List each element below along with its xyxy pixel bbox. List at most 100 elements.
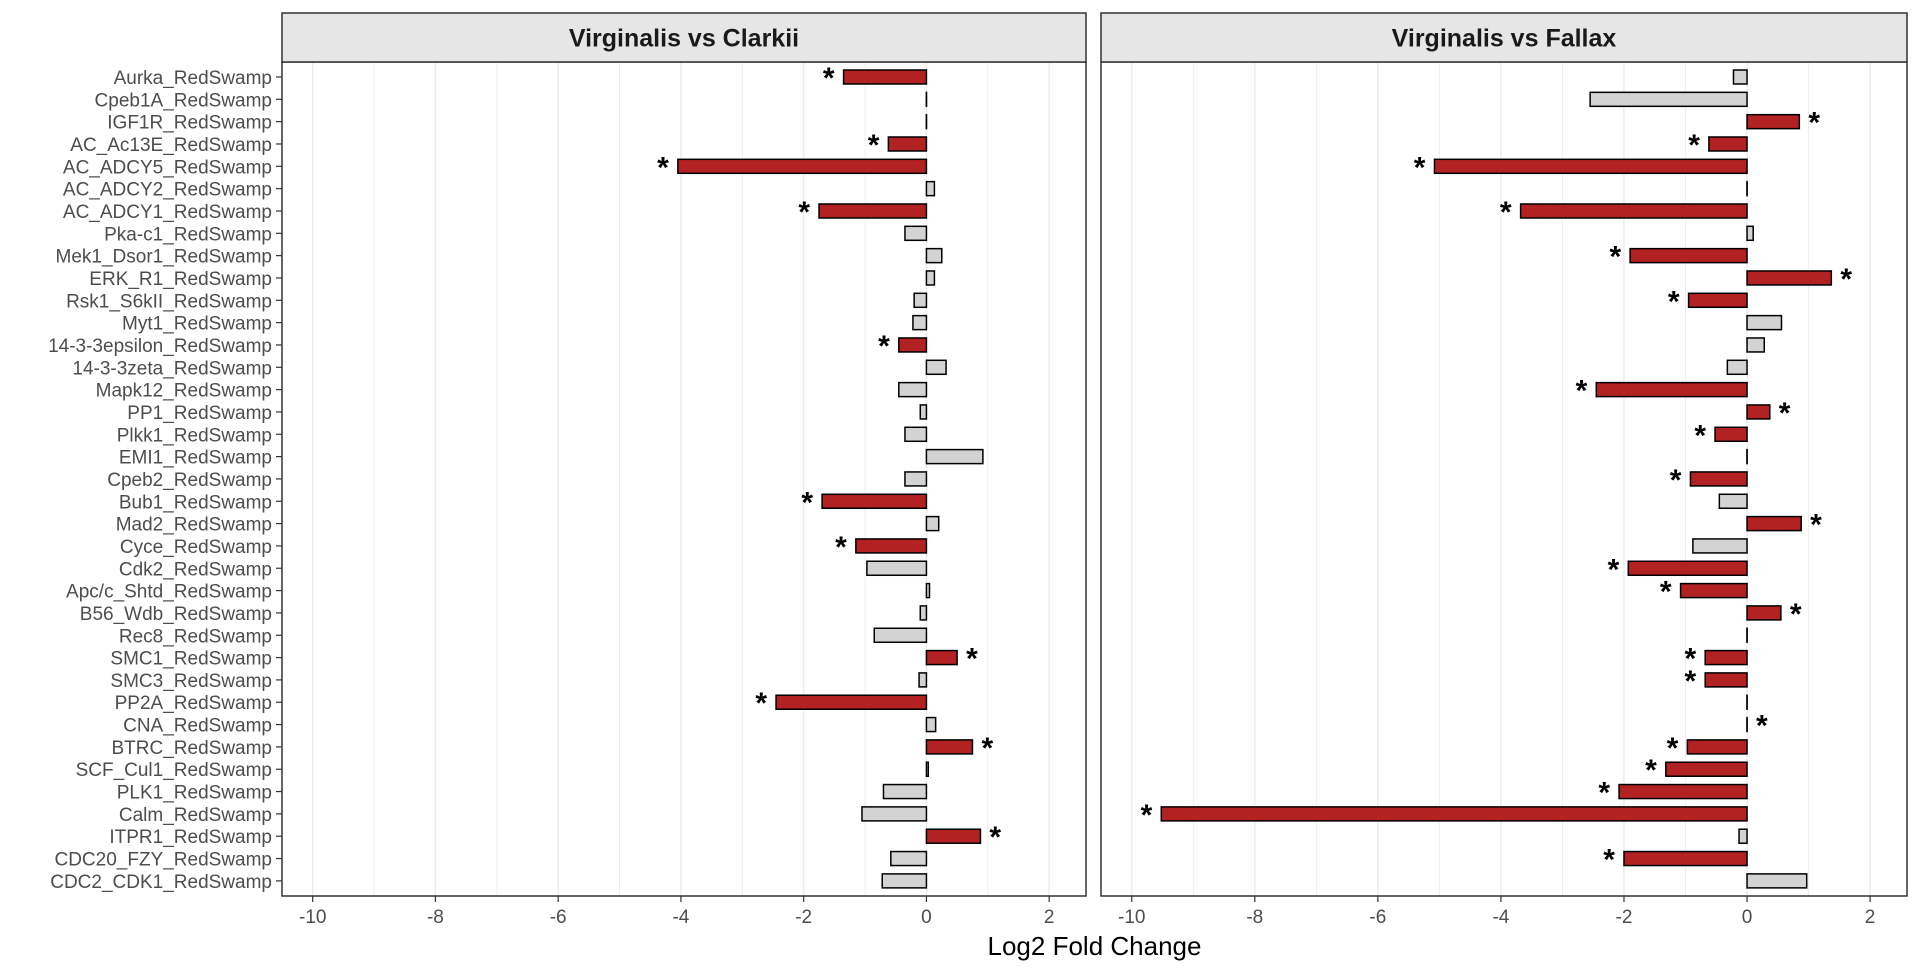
bar-Plkk1_RedSwamp bbox=[1714, 426, 1748, 443]
y-tick-label: SCF_Cul1_RedSwamp bbox=[76, 760, 272, 781]
panel-title: Virginalis vs Clarkii bbox=[569, 25, 799, 53]
y-tick-label: Mek1_Dsor1_RedSwamp bbox=[56, 247, 273, 268]
y-tick-label: AC_Ac13E_RedSwamp bbox=[70, 135, 272, 156]
bar-CDC20_FZY_RedSwamp bbox=[890, 850, 928, 867]
x-tick-label: -8 bbox=[427, 907, 444, 928]
y-tick-label: CDC2_CDK1_RedSwamp bbox=[50, 872, 272, 893]
bar-Rsk1_S6kII_RedSwamp bbox=[1687, 292, 1748, 309]
significance-star: * bbox=[981, 732, 993, 765]
significance-star: * bbox=[1141, 799, 1153, 832]
x-tick-label: -6 bbox=[1369, 907, 1386, 928]
bar-Apc/c_Shtd_RedSwamp bbox=[925, 582, 931, 599]
significance-star: * bbox=[1500, 196, 1512, 229]
significance-star: * bbox=[755, 687, 767, 720]
bar-Mek1_Dsor1_RedSwamp bbox=[1629, 247, 1748, 264]
significance-star: * bbox=[966, 643, 978, 676]
y-tick-label: Cdk2_RedSwamp bbox=[119, 559, 272, 580]
y-tick-label: PP1_RedSwamp bbox=[127, 403, 272, 424]
bar-PP1_RedSwamp bbox=[1746, 404, 1771, 420]
bar-ITPR1_RedSwamp bbox=[1738, 828, 1748, 844]
bar-AC_Ac13E_RedSwamp bbox=[1708, 136, 1748, 152]
bar-SCF_Cul1_RedSwamp bbox=[925, 761, 930, 777]
bar-PP1_RedSwamp bbox=[919, 404, 928, 420]
bar-AC_ADCY1_RedSwamp bbox=[1519, 203, 1748, 219]
significance-star: * bbox=[1694, 419, 1706, 452]
y-tick-label: PLK1_RedSwamp bbox=[117, 783, 272, 804]
significance-star: * bbox=[835, 531, 847, 564]
bar-CNA_RedSwamp bbox=[925, 716, 937, 733]
bar-AC_ADCY5_RedSwamp bbox=[677, 158, 928, 175]
significance-star: * bbox=[1645, 754, 1657, 787]
y-tick-label: Apc/c_Shtd_RedSwamp bbox=[66, 582, 272, 603]
bar-Mapk12_RedSwamp bbox=[898, 381, 928, 398]
x-tick-label: -6 bbox=[550, 907, 567, 928]
bar-Cdk2_RedSwamp bbox=[866, 560, 928, 577]
x-tick-label: 0 bbox=[921, 907, 932, 928]
bar-ERK_R1_RedSwamp bbox=[925, 270, 936, 286]
y-tick-label: Cyce_RedSwamp bbox=[120, 537, 272, 558]
significance-star: * bbox=[1608, 553, 1620, 586]
x-tick-label: 2 bbox=[1865, 907, 1876, 928]
significance-star: * bbox=[1688, 129, 1700, 162]
bar-BTRC_RedSwamp bbox=[925, 739, 974, 755]
bar-PLK1_RedSwamp bbox=[1618, 783, 1748, 800]
bar-CDC2_CDK1_RedSwamp bbox=[881, 873, 928, 889]
y-tick-label: Mapk12_RedSwamp bbox=[96, 381, 272, 402]
bar-AC_Ac13E_RedSwamp bbox=[887, 136, 928, 152]
significance-star: * bbox=[1414, 151, 1426, 184]
significance-star: * bbox=[1756, 710, 1768, 743]
y-tick-label: BTRC_RedSwamp bbox=[112, 738, 273, 759]
y-tick-label: ERK_R1_RedSwamp bbox=[89, 269, 272, 290]
bar-14-3-3zeta_RedSwamp bbox=[1726, 359, 1748, 376]
bar-Rsk1_S6kII_RedSwamp bbox=[913, 292, 928, 309]
bar-PP2A_RedSwamp bbox=[775, 694, 928, 710]
y-tick-label: Rsk1_S6kII_RedSwamp bbox=[66, 291, 272, 312]
bar-B56_Wdb_RedSwamp bbox=[919, 605, 928, 621]
bar-14-3-3zeta_RedSwamp bbox=[925, 359, 947, 376]
bar-EMI1_RedSwamp bbox=[925, 448, 984, 465]
significance-star: * bbox=[801, 486, 813, 519]
significance-star: * bbox=[823, 62, 835, 95]
bar-Cpeb1A_RedSwamp bbox=[1589, 91, 1748, 108]
significance-star: * bbox=[1840, 263, 1852, 296]
significance-star: * bbox=[798, 196, 810, 229]
bar-Bub1_RedSwamp bbox=[821, 493, 928, 510]
significance-star: * bbox=[1685, 643, 1697, 676]
x-tick-label: -2 bbox=[1616, 907, 1633, 928]
x-axis-title: Log2 Fold Change bbox=[988, 931, 1202, 961]
significance-star: * bbox=[1668, 285, 1680, 318]
bar-Myt1_RedSwamp bbox=[1746, 314, 1783, 331]
y-tick-label: EMI1_RedSwamp bbox=[119, 448, 272, 469]
bar-CDC2_CDK1_RedSwamp bbox=[1746, 873, 1808, 889]
significance-star: * bbox=[1660, 576, 1672, 609]
y-tick-label: Cpeb1A_RedSwamp bbox=[95, 90, 272, 111]
y-tick-label: Plkk1_RedSwamp bbox=[117, 425, 272, 446]
bar-Mad2_RedSwamp bbox=[925, 515, 940, 532]
bar-SMC1_RedSwamp bbox=[925, 649, 958, 666]
significance-star: * bbox=[1667, 732, 1679, 765]
bar-CDC20_FZY_RedSwamp bbox=[1623, 850, 1748, 867]
y-tick-label: 14-3-3zeta_RedSwamp bbox=[72, 358, 272, 379]
y-tick-label: Cpeb2_RedSwamp bbox=[107, 470, 272, 491]
y-tick-label: B56_Wdb_RedSwamp bbox=[80, 604, 272, 625]
significance-star: * bbox=[1670, 464, 1682, 497]
bar-BTRC_RedSwamp bbox=[1686, 739, 1748, 755]
bar-14-3-3epsilon_RedSwamp bbox=[1746, 337, 1766, 353]
bar-SMC3_RedSwamp bbox=[918, 672, 928, 688]
bar-14-3-3epsilon_RedSwamp bbox=[898, 337, 928, 353]
y-tick-label: AC_ADCY1_RedSwamp bbox=[63, 202, 272, 223]
bar-ITPR1_RedSwamp bbox=[925, 828, 982, 844]
bar-AC_ADCY1_RedSwamp bbox=[818, 203, 928, 219]
bar-ERK_R1_RedSwamp bbox=[1746, 270, 1833, 286]
significance-star: * bbox=[1808, 107, 1820, 140]
bar-SMC1_RedSwamp bbox=[1704, 649, 1748, 666]
bar-Pka-c1_RedSwamp bbox=[1746, 225, 1754, 242]
bar-Bub1_RedSwamp bbox=[1718, 493, 1748, 510]
panel-background-2 bbox=[1101, 62, 1907, 896]
significance-star: * bbox=[1685, 665, 1697, 698]
bar-AC_ADCY5_RedSwamp bbox=[1433, 158, 1748, 175]
significance-star: * bbox=[1598, 777, 1610, 810]
y-tick-label: 14-3-3epsilon_RedSwamp bbox=[48, 336, 272, 357]
y-tick-label: CNA_RedSwamp bbox=[123, 716, 272, 737]
